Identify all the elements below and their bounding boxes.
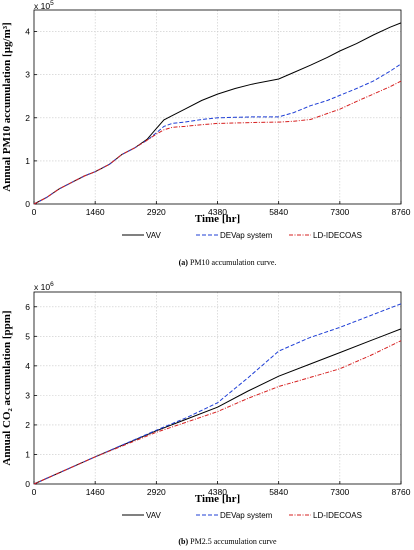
x-tick-label: 2920 (147, 207, 166, 217)
x-tick-label: 8760 (392, 487, 411, 497)
chart-panel-a: 0 1460 2920 4380 5840 7300 8760 0 1 2 3 4 x 105 Annua… (1, 0, 411, 267)
y-tick-label: 3 (25, 70, 30, 80)
y-tick-label: 0 (25, 199, 30, 209)
x-tick-label: 2920 (147, 487, 166, 497)
y-tick-label: 4 (25, 27, 30, 37)
series-line-ld-idecoas (33, 340, 402, 485)
y-tick-label: 5 (25, 331, 30, 341)
chart-panel-b: 0 1460 2920 4380 5840 7300 8760 0 1 2 3 4 5 6 x 106 Ann… (1, 281, 411, 546)
x-tick-label: 1460 (86, 207, 105, 217)
legend-label: VAV (146, 511, 161, 520)
x-axis-label: Time [hr] (195, 213, 240, 225)
y-tick-label: 0 (25, 479, 30, 489)
y-tick-label: 1 (25, 449, 30, 459)
x-tick-label: 1460 (86, 487, 105, 497)
x-tick-label: 4380 (208, 207, 227, 217)
y-tick-label: 3 (25, 390, 30, 400)
y-axis-label: Annual PM10 accumulation [µg/m³] (1, 22, 13, 191)
y-axis-label: Annual CO₂ accumulation [ppm] (1, 310, 13, 465)
y-tick-label: 2 (25, 113, 30, 123)
x-axis-label: Time [hr] (195, 493, 240, 505)
x-tick-label: 8760 (392, 207, 411, 217)
axis-multiplier: x 105 (34, 0, 54, 11)
x-tick-label: 0 (32, 487, 37, 497)
x-tick-label: 7300 (330, 207, 349, 217)
x-tick-label: 4380 (208, 487, 227, 497)
figure-caption: (b) PM2.5 accumulation curve (178, 537, 277, 546)
legend-label: DEVap system (220, 231, 273, 240)
x-tick-label: 5840 (269, 487, 288, 497)
y-tick-label: 4 (25, 361, 30, 371)
y-tick-label: 2 (25, 420, 30, 430)
series-line-ld-idecoas (33, 80, 402, 205)
legend-label: VAV (146, 231, 161, 240)
legend-label: LD-IDECOAS (313, 231, 362, 240)
series-line-devap-system (33, 303, 402, 485)
y-tick-label: 1 (25, 156, 30, 166)
y-tick-label: 6 (25, 302, 30, 312)
x-tick-label: 5840 (269, 207, 288, 217)
x-tick-label: 0 (32, 207, 37, 217)
legend-label: LD-IDECOAS (313, 511, 362, 520)
axis-multiplier: x 106 (34, 281, 54, 292)
x-tick-label: 7300 (330, 487, 349, 497)
legend-label: DEVap system (220, 511, 273, 520)
figure-caption: (a) PM10 accumulation curve. (179, 258, 277, 267)
